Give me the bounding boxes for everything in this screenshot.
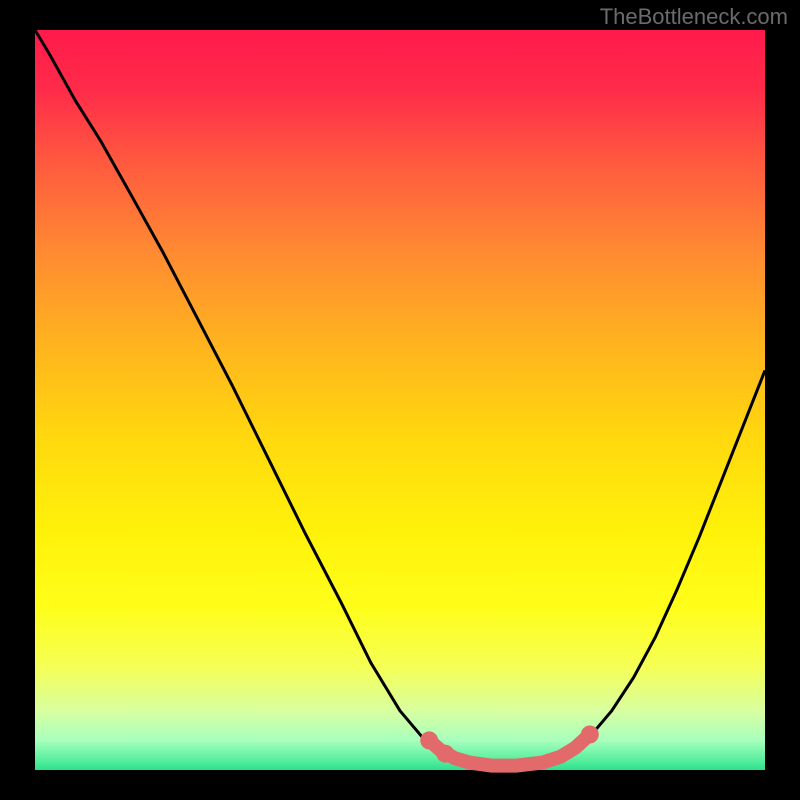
highlight-dot (420, 731, 438, 749)
chart-container: TheBottleneck.com (0, 0, 800, 800)
highlight-dot (436, 745, 454, 763)
plot-background (35, 30, 765, 770)
bottleneck-curve-chart (0, 0, 800, 800)
highlight-dot (581, 726, 599, 744)
watermark-text: TheBottleneck.com (600, 4, 788, 30)
